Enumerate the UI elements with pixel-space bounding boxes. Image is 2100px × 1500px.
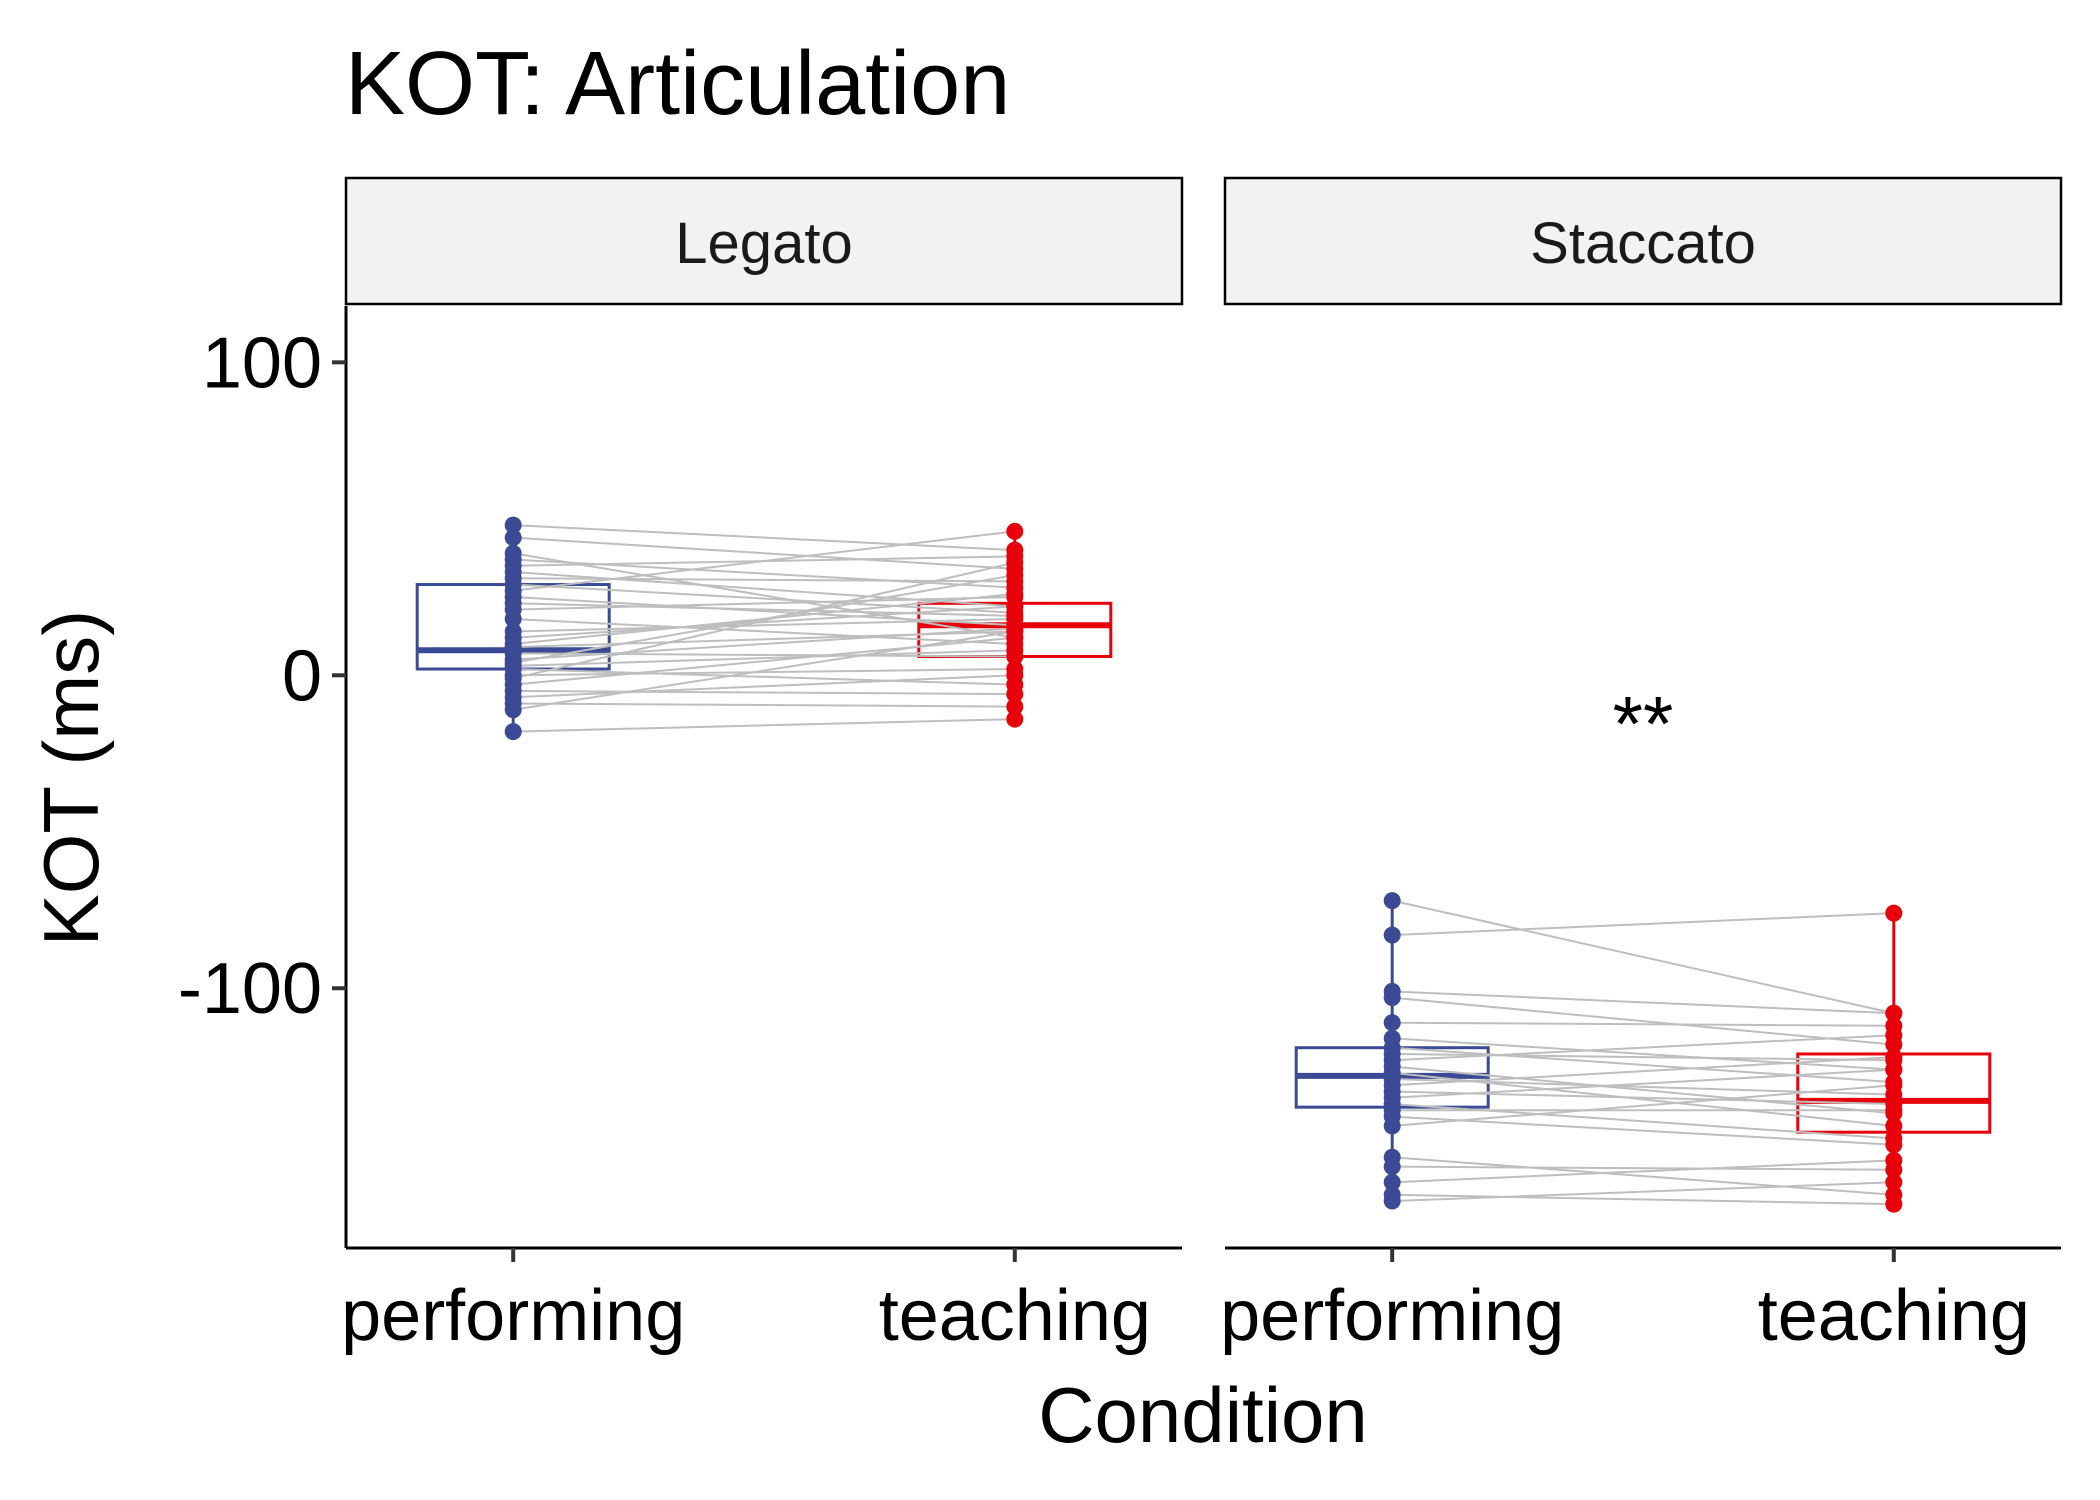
point-teaching xyxy=(1885,1195,1903,1213)
pair-line xyxy=(513,596,1015,611)
y-tick-label: 100 xyxy=(202,323,322,403)
pair-line xyxy=(1392,1021,1894,1027)
point-teaching xyxy=(1885,1151,1903,1169)
point-performing xyxy=(504,723,522,741)
pair-line xyxy=(513,627,1015,661)
chart-title: KOT: Articulation xyxy=(345,34,1010,134)
point-teaching xyxy=(1885,1101,1903,1119)
pair-line xyxy=(1392,1115,1894,1146)
point-teaching xyxy=(1006,685,1024,703)
point-performing xyxy=(1383,1192,1401,1210)
point-teaching xyxy=(1006,666,1024,684)
point-performing xyxy=(1383,892,1401,910)
point-teaching xyxy=(1885,1076,1903,1094)
pair-line xyxy=(513,583,1015,614)
pair-line xyxy=(513,574,1015,664)
pair-line xyxy=(513,617,1015,633)
point-teaching xyxy=(1006,585,1024,603)
x-tick-label: performing xyxy=(341,1276,685,1356)
pair-line xyxy=(513,577,1015,583)
pair-line xyxy=(1392,1052,1894,1062)
point-teaching xyxy=(1006,698,1024,716)
pair-line xyxy=(1392,1159,1894,1184)
pair-line xyxy=(1392,1034,1894,1062)
pair-line xyxy=(513,718,1015,733)
pair-line xyxy=(513,649,1015,667)
point-teaching xyxy=(1006,622,1024,640)
pair-line xyxy=(1392,1156,1894,1196)
point-teaching xyxy=(1006,522,1024,540)
facet-strip-staccato xyxy=(1223,176,2063,306)
facet-label-legato: Legato xyxy=(675,211,852,276)
x-tick-label: teaching xyxy=(879,1276,1151,1356)
pair-line xyxy=(1392,1046,1894,1084)
point-teaching xyxy=(1885,1026,1903,1044)
pair-line xyxy=(513,617,1015,645)
y-axis-title: KOT (ms) xyxy=(27,610,115,947)
point-teaching xyxy=(1885,1136,1903,1154)
pair-line xyxy=(1392,990,1894,1015)
pair-line xyxy=(1392,1181,1894,1203)
point-performing xyxy=(1383,1014,1401,1032)
pair-line xyxy=(513,602,1015,617)
pair-line xyxy=(1392,1068,1894,1099)
point-performing xyxy=(1383,1173,1401,1191)
x-tick-label: performing xyxy=(1220,1276,1564,1356)
x-axis-title: Condition xyxy=(1038,1371,1368,1459)
point-performing xyxy=(504,529,522,547)
point-teaching xyxy=(1006,566,1024,584)
pair-line xyxy=(1392,1056,1894,1087)
pair-line xyxy=(513,530,1015,592)
pair-line xyxy=(513,689,1015,696)
pair-line xyxy=(513,702,1015,708)
facet-strip-legato xyxy=(344,176,1184,306)
pair-line xyxy=(1392,996,1894,1046)
point-teaching xyxy=(1006,710,1024,728)
point-teaching xyxy=(1006,554,1024,572)
pair-line xyxy=(513,674,1015,699)
point-teaching xyxy=(1885,1048,1903,1066)
pair-line xyxy=(1391,899,1895,1015)
plot-area: -100 0 100 performing teaching performing teac… xyxy=(178,306,2061,1356)
point-teaching xyxy=(1885,904,1903,922)
point-performing xyxy=(1383,989,1401,1007)
pair-line xyxy=(1392,912,1894,937)
pair-line xyxy=(1392,1084,1894,1127)
x-tick-label: teaching xyxy=(1758,1276,2030,1356)
point-teaching xyxy=(1885,1173,1903,1191)
point-performing xyxy=(504,610,522,628)
pair-line xyxy=(1392,1065,1894,1115)
pair-line xyxy=(512,561,1016,680)
y-tick-label: 0 xyxy=(282,636,322,716)
point-performing xyxy=(504,701,522,719)
point-teaching xyxy=(1885,1117,1903,1135)
point-teaching xyxy=(1006,597,1024,615)
pair-line xyxy=(513,636,1015,686)
y-tick-label: -100 xyxy=(178,949,322,1029)
point-teaching xyxy=(1885,1061,1903,1079)
pair-line xyxy=(513,668,1015,677)
point-teaching xyxy=(1006,641,1024,659)
pair-line xyxy=(513,668,1015,686)
pair-line xyxy=(1392,1193,1894,1206)
significance-annotation: ** xyxy=(1613,679,1674,767)
point-performing xyxy=(1383,1117,1401,1135)
pair-line xyxy=(513,536,1015,570)
point-performing xyxy=(1383,1158,1401,1176)
point-performing xyxy=(504,516,522,534)
facet-label-staccato: Staccato xyxy=(1530,211,1756,276)
point-performing xyxy=(1383,926,1401,944)
pair-line xyxy=(513,605,1015,639)
pair-line xyxy=(513,571,1015,608)
point-teaching xyxy=(1885,1004,1903,1022)
pair-line xyxy=(513,630,1015,711)
pair-line xyxy=(1392,1037,1894,1071)
pair-line xyxy=(513,524,1015,552)
pair-line xyxy=(513,552,1015,639)
pair-line xyxy=(1392,1165,1894,1171)
